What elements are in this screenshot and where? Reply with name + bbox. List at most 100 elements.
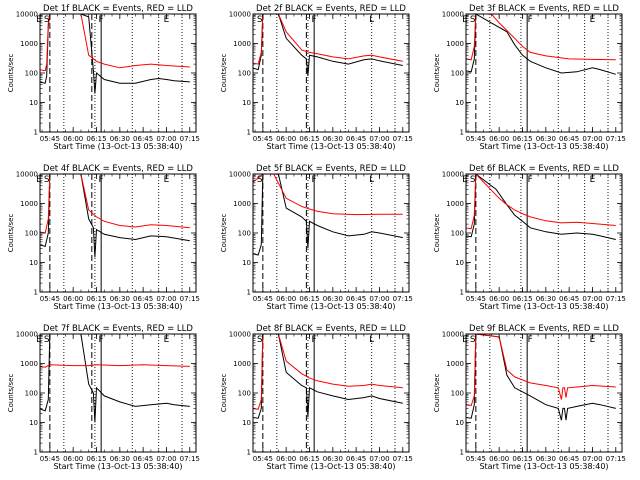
x-tick-label-6: 07:00 (582, 455, 602, 463)
chart-panel-8: 1 10 100 1000 10000 05:45 06:00 06:15 06:30 06:45… (220, 324, 413, 471)
event-marker-f-3: F (528, 335, 533, 345)
series-line-2 (40, 14, 190, 72)
x-tick-label-4: 06:30 (323, 135, 343, 143)
y-tick-label-3: 100 (451, 390, 464, 398)
x-tick-label-5: 06:45 (133, 455, 153, 463)
y-tick-label-3: 100 (238, 390, 251, 398)
chart-panel-7: 1 10 100 1000 10000 05:45 06:00 06:15 06:30 06:45… (7, 324, 200, 471)
x-tick-label-7: 07:15 (180, 295, 200, 303)
event-marker-s-2: S (470, 175, 476, 185)
x-tick-label-4: 06:30 (110, 455, 130, 463)
y-axis-label: Counts/sec (220, 214, 228, 253)
x-axis-label: Start Time (13-Oct-13 05:38:40) (479, 302, 608, 311)
series-line-2 (253, 334, 403, 410)
x-tick-label-2: 06:00 (489, 455, 509, 463)
x-tick-label-2: 06:00 (489, 135, 509, 143)
series-line-1 (40, 14, 190, 94)
event-marker-e-1: E (36, 335, 42, 345)
y-axis-label: Counts/sec (7, 54, 15, 93)
event-marker-l-3: L (369, 15, 374, 25)
x-axis-label: Start Time (13-Oct-13 05:38:40) (53, 142, 182, 151)
x-tick-label-4: 06:30 (323, 455, 343, 463)
series-line-2 (466, 174, 616, 230)
x-tick-label-5: 06:45 (559, 295, 579, 303)
chart-title: Det 2f BLACK = Events, RED = LLD (256, 4, 406, 14)
event-marker-e-4: E (590, 15, 596, 25)
x-tick-label-6: 07:00 (156, 295, 176, 303)
x-tick-label-4: 06:30 (536, 295, 556, 303)
x-tick-label-4: 06:30 (110, 295, 130, 303)
plot-frame (252, 173, 410, 293)
x-tick-label-7: 07:15 (606, 455, 626, 463)
y-tick-label-5: 10000 (442, 331, 464, 339)
y-tick-label-3: 100 (25, 390, 38, 398)
x-axis-label: Start Time (13-Oct-13 05:38:40) (53, 302, 182, 311)
event-marker-e-4: E (164, 15, 170, 25)
series-group (40, 174, 190, 258)
chart-panel-1: 1 10 100 1000 10000 05:45 06:00 06:15 06:30 06:45… (7, 4, 200, 151)
event-marker-e-1: E (462, 175, 468, 185)
x-tick-label-6: 07:00 (369, 455, 389, 463)
chart-title: Det 8f BLACK = Events, RED = LLD (256, 324, 406, 334)
y-tick-label-5: 10000 (16, 11, 38, 19)
x-tick-label-6: 07:00 (582, 135, 602, 143)
x-tick-label-4: 06:30 (110, 135, 130, 143)
x-tick-label-4: 06:30 (536, 455, 556, 463)
x-tick-label-3: 06:15 (299, 135, 319, 143)
series-group (40, 14, 190, 94)
series-group (253, 334, 403, 419)
x-tick-label-5: 06:45 (559, 455, 579, 463)
x-tick-label-6: 07:00 (582, 295, 602, 303)
y-tick-label-3: 100 (451, 70, 464, 78)
x-tick-label-2: 06:00 (276, 135, 296, 143)
y-tick-label-4: 1000 (20, 40, 38, 48)
x-tick-label-3: 06:15 (299, 455, 319, 463)
y-tick-label-3: 100 (451, 230, 464, 238)
x-tick-label-5: 06:45 (559, 135, 579, 143)
x-tick-label-1: 05:45 (253, 295, 273, 303)
event-marker-e-1: E (36, 175, 42, 185)
y-tick-label-4: 1000 (446, 200, 464, 208)
y-tick-label-2: 10 (242, 99, 251, 107)
series-group (253, 174, 403, 256)
y-tick-label-3: 100 (238, 230, 251, 238)
y-tick-label-5: 10000 (229, 11, 251, 19)
event-marker-f-3: F (528, 15, 533, 25)
y-tick-label-1: 1 (460, 289, 464, 297)
x-tick-label-1: 05:45 (466, 455, 486, 463)
y-tick-label-2: 10 (455, 259, 464, 267)
x-tick-label-7: 07:15 (393, 295, 413, 303)
event-marker-e-4: E (590, 175, 596, 185)
plot-frame (252, 13, 410, 133)
y-tick-label-2: 10 (242, 419, 251, 427)
y-tick-label-4: 1000 (446, 40, 464, 48)
chart-panel-9: 1 10 100 1000 10000 05:45 06:00 06:15 06:30 06:45… (433, 324, 626, 471)
y-tick-label-3: 100 (25, 230, 38, 238)
x-tick-label-3: 06:15 (512, 135, 532, 143)
x-tick-label-1: 05:45 (40, 455, 60, 463)
x-tick-label-4: 06:30 (536, 135, 556, 143)
event-marker-e-4: E (590, 335, 596, 345)
event-marker-l-3: L (369, 335, 374, 345)
chart-panel-3: 1 10 100 1000 10000 05:45 06:00 06:15 06:30 06:45… (433, 4, 626, 151)
chart-title: Det 3f BLACK = Events, RED = LLD (469, 4, 619, 14)
x-tick-label-6: 07:00 (369, 135, 389, 143)
y-axis-label: Counts/sec (7, 214, 15, 253)
y-axis-label: Counts/sec (220, 374, 228, 413)
chart-title: Det 5f BLACK = Events, RED = LLD (256, 164, 406, 174)
chart-title: Det 4f BLACK = Events, RED = LLD (43, 164, 193, 174)
event-marker-f-2: F (312, 335, 317, 345)
y-tick-label-1: 1 (247, 449, 251, 457)
x-tick-label-5: 06:45 (133, 295, 153, 303)
event-marker-s-2: S (470, 15, 476, 25)
y-tick-label-2: 10 (455, 419, 464, 427)
series-line-2 (40, 364, 190, 368)
y-tick-label-4: 1000 (20, 200, 38, 208)
series-line-1 (40, 334, 190, 423)
x-tick-label-3: 06:15 (512, 455, 532, 463)
y-tick-label-2: 10 (455, 99, 464, 107)
x-tick-label-6: 07:00 (369, 295, 389, 303)
chart-title: Det 9f BLACK = Events, RED = LLD (469, 324, 619, 334)
